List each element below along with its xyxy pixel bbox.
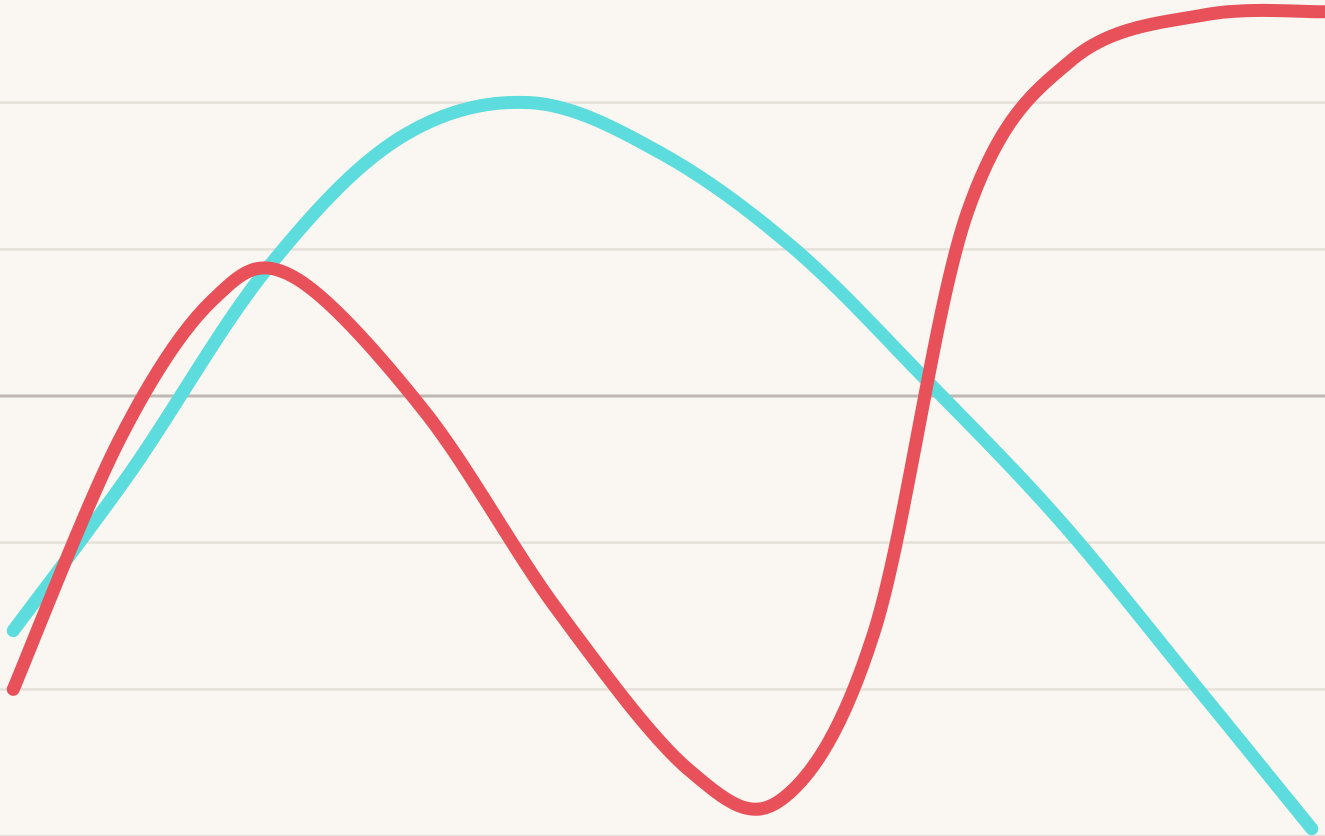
series-line-1 [6,95,1319,836]
series-line-2 [6,3,1325,816]
grid-lines [0,101,1325,836]
series-lines [6,3,1325,836]
